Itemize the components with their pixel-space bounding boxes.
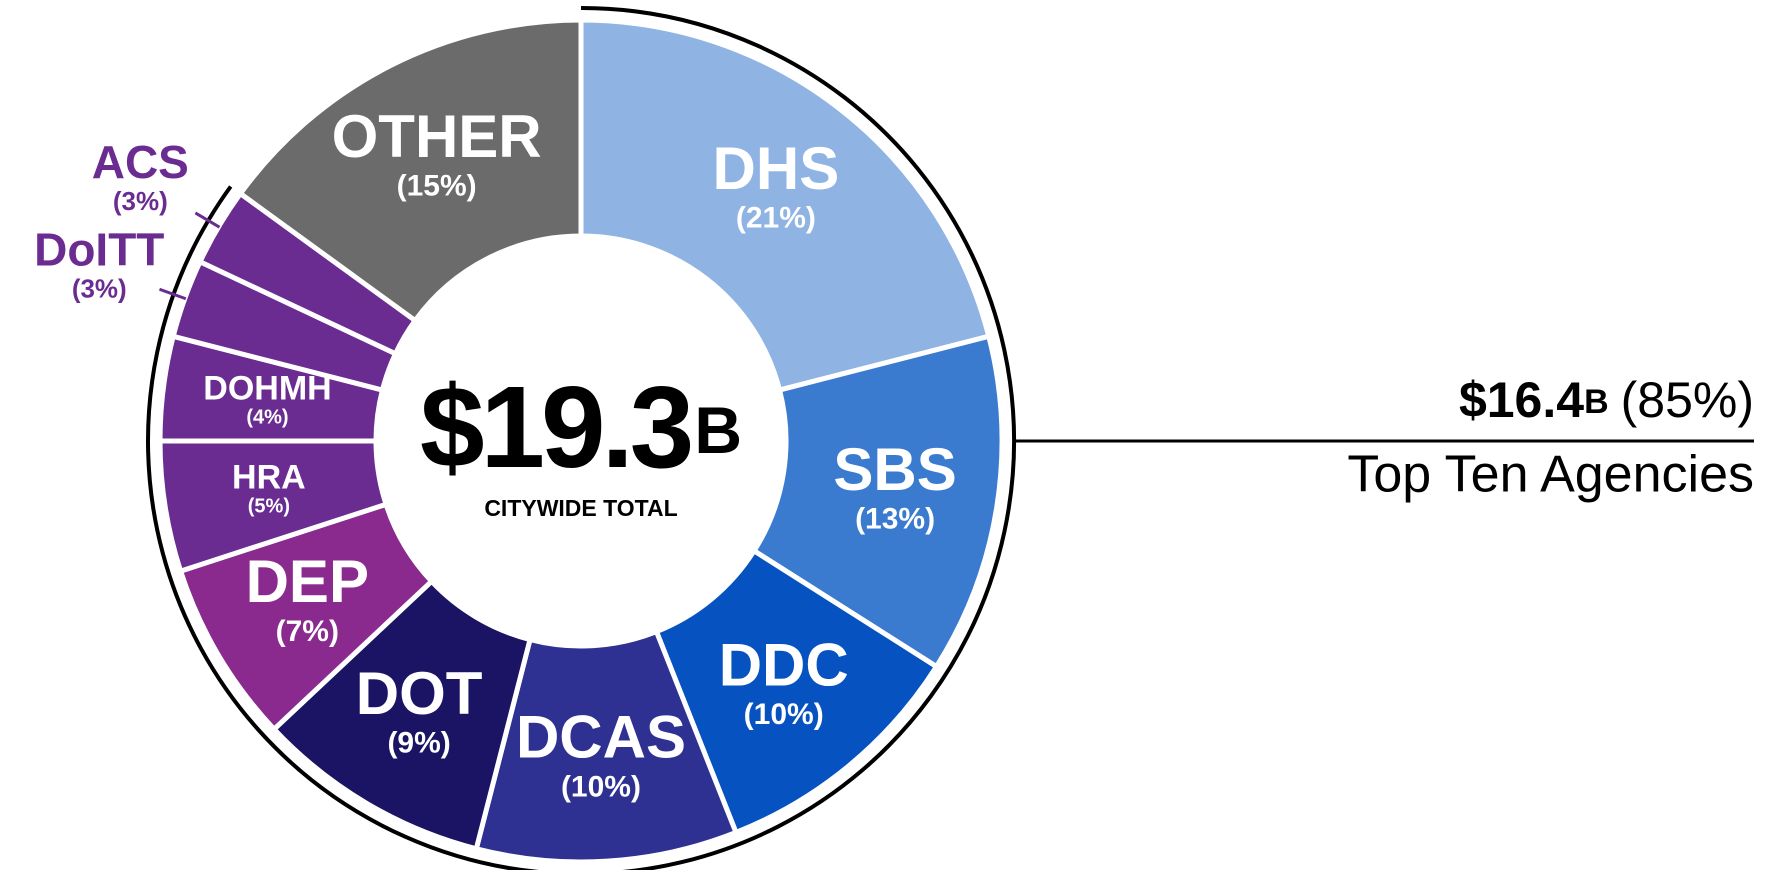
slice [653,547,940,836]
slice-label: DOT [356,660,483,727]
slice-label: DDC [719,631,849,698]
slice-label: HRA [232,458,306,496]
group-total-unit: B [1584,383,1609,421]
slice-value-label: (9%) [387,727,450,760]
slice-value-label: (3%) [113,186,168,216]
slice-label: DEP [246,548,369,615]
slice-value-label: (5%) [248,496,290,518]
leader-line [158,287,187,301]
slice [578,17,992,394]
slice-label: DOHMH [203,369,331,407]
slice-label: DCAS [516,704,686,771]
center-total-unit: B [694,393,742,467]
slice-value-label: (4%) [246,407,288,429]
slice-value-label: (10%) [744,698,824,731]
group-outline [146,6,1016,870]
group-total: $16.4B (85%) [1459,372,1754,428]
group-total-value: $16.4 [1459,372,1584,428]
slice-value-label: (7%) [276,615,339,648]
slice [750,333,1005,671]
group-label: Top Ten Agencies [1347,446,1754,504]
slice-value-label: (21%) [736,202,816,235]
leader-line [194,211,221,229]
slice-value-label: (15%) [397,170,477,203]
slice-label: OTHER [332,103,542,170]
center-total-value: $19.3 [420,362,691,492]
center-label: CITYWIDE TOTAL [484,495,677,521]
slice-value-label: (13%) [855,503,935,536]
slice-label: DHS [713,135,840,202]
center-total: $19.3B [420,362,742,492]
slice-value-label: (3%) [72,273,127,303]
slice [473,628,740,865]
slice-value-label: (10%) [561,770,641,803]
slice-label: ACS [92,136,189,188]
slice-label: SBS [833,436,956,503]
group-share: (85%) [1621,372,1754,428]
slice [236,17,584,324]
slice-label: DoITT [34,223,164,275]
